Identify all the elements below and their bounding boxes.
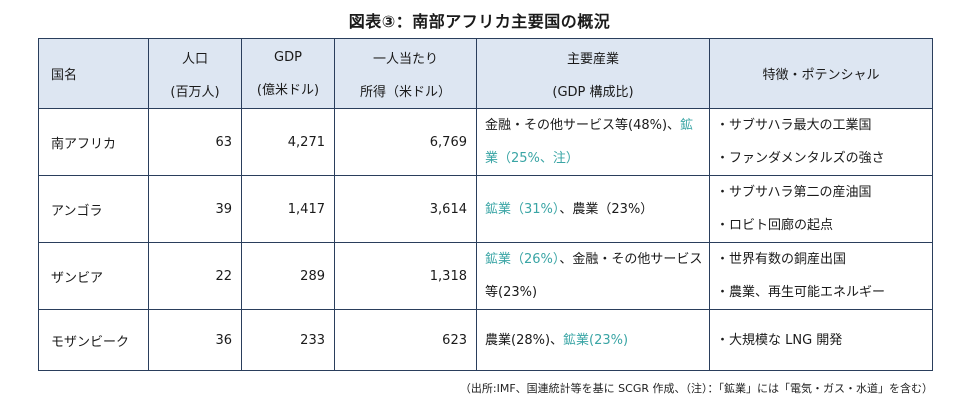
industry-cell: 鉱業（26%）、金融・その他サービス 等(23%)	[476, 242, 710, 310]
gdp-cell: 1,417	[241, 175, 335, 243]
industry-text-accent: 鉱業（31%）	[485, 201, 560, 217]
industry-line: 農業(28%)、鉱業(23%)	[485, 324, 709, 357]
industry-line: 業（25%、注）	[485, 142, 709, 175]
industry-line: 等(23%)	[485, 276, 709, 309]
table-row: ザンビア 22 289 1,318 鉱業（26%）、金融・その他サービス 等(2…	[38, 242, 933, 310]
header-country: 国名	[38, 38, 149, 109]
industry-text: 、農業（23%）	[559, 201, 654, 217]
header-industry: 主要産業 (GDP 構成比)	[476, 38, 710, 109]
header-industry-line1: 主要産業	[566, 51, 619, 67]
industry-cell: 鉱業（31%）、農業（23%）	[476, 175, 710, 243]
country-cell: 南アフリカ	[38, 108, 149, 176]
country-cell: モザンビーク	[38, 309, 149, 371]
features-cell: ・サブサハラ最大の工業国 ・ファンダメンタルズの強さ	[709, 108, 933, 176]
feature-item: ・農業、再生可能エネルギー	[716, 285, 886, 300]
overview-table: 国名 人口 (百万人) GDP (億米ドル) 一人当たり 所得（米ドル）	[38, 38, 933, 371]
population-cell: 39	[148, 175, 242, 243]
feature-item: ・大規模な LNG 開発	[716, 332, 843, 348]
industry-text: 等(23%)	[485, 285, 538, 300]
table-row: 南アフリカ 63 4,271 6,769 金融・その他サービス等(48%)、鉱 …	[38, 108, 933, 176]
table-row: モザンビーク 36 233 623 農業(28%)、鉱業(23%) ・大規模な …	[38, 309, 933, 371]
industry-cell: 金融・その他サービス等(48%)、鉱 業（25%、注）	[476, 108, 710, 176]
features-cell: ・サブサハラ第二の産油国 ・ロビト回廊の起点	[709, 175, 933, 243]
income-cell: 6,769	[334, 108, 477, 176]
features-cell: ・大規模な LNG 開発	[709, 309, 933, 371]
industry-line: 鉱業（31%）、農業（23%）	[485, 193, 709, 226]
industry-line: 鉱業（26%）、金融・その他サービス	[485, 243, 709, 276]
header-population-line1: 人口	[181, 51, 208, 67]
table-row: アンゴラ 39 1,417 3,614 鉱業（31%）、農業（23%） ・サブサ…	[38, 175, 933, 243]
gdp-cell: 289	[241, 242, 335, 310]
industry-text-accent: 業（25%、注）	[485, 151, 579, 166]
country-cell: アンゴラ	[38, 175, 149, 243]
feature-item: ・ファンダメンタルズの強さ	[716, 151, 885, 166]
feature-item: ・サブサハラ最大の工業国	[716, 118, 872, 133]
header-gdp-line2: (億米ドル)	[256, 82, 320, 98]
population-cell: 22	[148, 242, 242, 310]
feature-item: ・ロビト回廊の起点	[716, 218, 834, 233]
industry-text: 、金融・その他サービス	[559, 252, 703, 267]
header-industry-line2: (GDP 構成比)	[552, 84, 634, 100]
industry-line: 金融・その他サービス等(48%)、鉱	[485, 109, 709, 142]
population-cell: 63	[148, 108, 242, 176]
header-population: 人口 (百万人)	[148, 38, 242, 109]
header-income: 一人当たり 所得（米ドル）	[334, 38, 477, 109]
industry-text-accent: 鉱業(23%)	[563, 332, 629, 348]
header-gdp-line1: GDP	[274, 49, 302, 65]
country-cell: ザンビア	[38, 242, 149, 310]
header-income-line1: 一人当たり	[372, 51, 438, 67]
industry-text: 金融・その他サービス等(48%)、	[485, 118, 681, 133]
feature-item: ・サブサハラ第二の産油国	[716, 185, 872, 200]
industry-text-accent: 鉱業（26%）	[485, 252, 560, 267]
gdp-cell: 4,271	[241, 108, 335, 176]
features-cell: ・世界有数の銅産出国 ・農業、再生可能エネルギー	[709, 242, 933, 310]
industry-cell: 農業(28%)、鉱業(23%)	[476, 309, 710, 371]
population-cell: 36	[148, 309, 242, 371]
income-cell: 3,614	[334, 175, 477, 243]
header-row: 国名 人口 (百万人) GDP (億米ドル) 一人当たり 所得（米ドル）	[38, 38, 933, 109]
header-population-line2: (百万人)	[170, 84, 220, 100]
industry-text: 農業(28%)、	[485, 332, 564, 348]
industry-text-accent: 鉱	[680, 118, 694, 133]
header-income-line2: 所得（米ドル）	[359, 84, 451, 100]
source-note: （出所:IMF、国連統計等を基に SCGR 作成、（注）：「鉱業」には「電気・ガ…	[459, 382, 933, 395]
header-gdp: GDP (億米ドル)	[241, 38, 335, 109]
figure-title: 図表③：南部アフリカ主要国の概況	[348, 12, 611, 31]
feature-item: ・世界有数の銅産出国	[716, 252, 847, 267]
gdp-cell: 233	[241, 309, 335, 371]
income-cell: 623	[334, 309, 477, 371]
header-features: 特徴・ポテンシャル	[709, 38, 933, 109]
income-cell: 1,318	[334, 242, 477, 310]
